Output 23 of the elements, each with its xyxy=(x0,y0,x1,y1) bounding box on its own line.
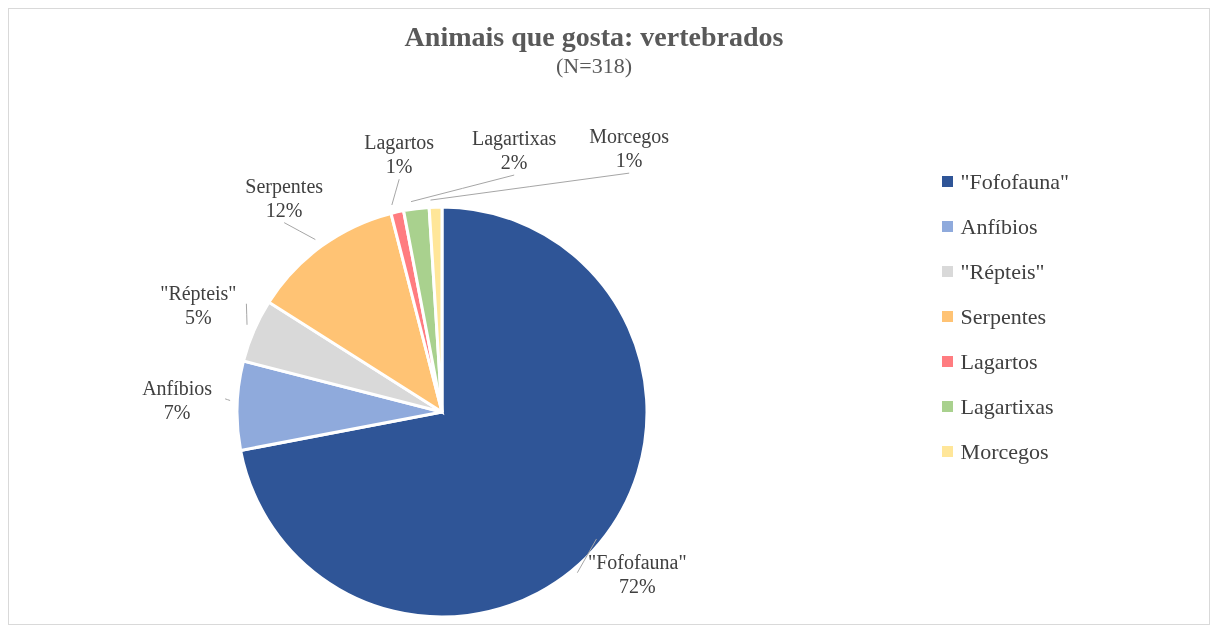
legend-label: Morcegos xyxy=(960,438,1049,466)
legend-label: Lagartixas xyxy=(960,393,1054,421)
data-label: 7% xyxy=(163,400,191,423)
slice-label: Lagartos xyxy=(364,131,435,155)
chart-title: Animais que gosta: vertebrados xyxy=(403,21,785,53)
slice-label: Anfíbios xyxy=(142,376,213,399)
data-label: 1% xyxy=(615,149,643,172)
slice-label: "Fofofauna" xyxy=(588,550,687,573)
data-label: 72% xyxy=(619,574,656,597)
data-label: 1% xyxy=(385,155,413,178)
slice-label: "Répteis" xyxy=(160,281,237,305)
slice-label: Serpentes xyxy=(245,174,324,198)
data-label: 2% xyxy=(500,151,528,174)
legend-label: Anfíbios xyxy=(960,213,1038,241)
legend-label: Lagartos xyxy=(960,348,1038,376)
legend-label: "Fofofauna" xyxy=(960,168,1069,196)
data-label: 12% xyxy=(265,198,303,221)
legend-label: "Répteis" xyxy=(960,258,1045,286)
slice-label: Morcegos xyxy=(589,125,670,149)
data-label: 5% xyxy=(185,305,212,328)
slice-label: Lagartixas xyxy=(471,127,557,151)
chart-subtitle: (N=318) xyxy=(555,53,633,79)
legend-label: Serpentes xyxy=(960,303,1047,331)
